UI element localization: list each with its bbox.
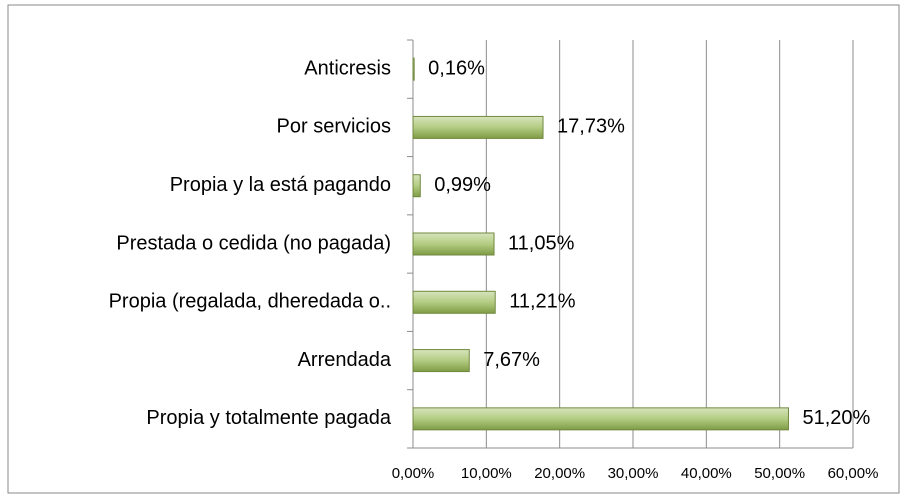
bar — [412, 290, 496, 314]
y-tick-label: Propia y la está pagando — [170, 174, 391, 196]
x-tick-label: 60,00% — [828, 465, 879, 482]
y-tick-label: Arrendada — [298, 349, 392, 371]
x-tick-label: 50,00% — [754, 465, 805, 482]
data-label: 0,99% — [434, 174, 491, 196]
data-label: 17,73% — [557, 116, 625, 138]
x-tick-label: 20,00% — [534, 465, 585, 482]
bar — [412, 349, 470, 373]
x-tick-label: 40,00% — [681, 465, 732, 482]
data-label: 7,67% — [483, 349, 540, 371]
bar — [412, 232, 495, 256]
x-tick-label: 30,00% — [608, 465, 659, 482]
data-label: 51,20% — [802, 407, 870, 429]
bar — [412, 115, 544, 139]
bar — [412, 407, 789, 431]
y-tick-label: Propia (regalada, dheredada o.. — [109, 291, 391, 313]
y-tick-label: Prestada o cedida (no pagada) — [116, 232, 391, 254]
y-tick-label: Por servicios — [277, 116, 391, 138]
x-tick-label: 0,00% — [392, 465, 435, 482]
y-tick-label: Anticresis — [304, 57, 391, 79]
data-label: 11,05% — [508, 232, 575, 254]
data-label: 11,21% — [509, 291, 576, 313]
data-label: 0,16% — [428, 57, 485, 79]
bar — [412, 57, 415, 81]
x-tick-label: 10,00% — [461, 465, 512, 482]
bar — [412, 174, 421, 198]
y-tick-label: Propia y totalmente pagada — [146, 407, 391, 429]
